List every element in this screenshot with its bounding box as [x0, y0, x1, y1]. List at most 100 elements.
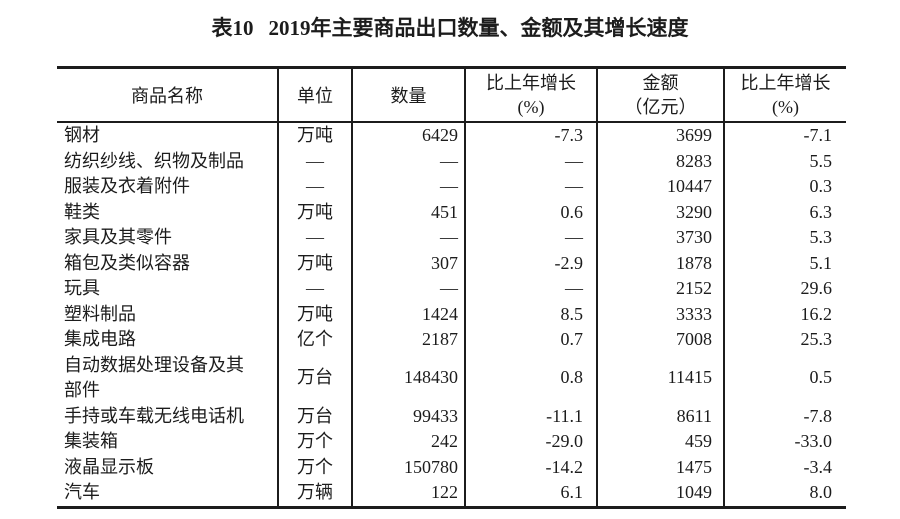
export-commodities-table: 商品名称 单位 数量 比上年增长 (%) 金额 （亿元） 比上年增长 (%) 钢…: [57, 66, 846, 509]
table-row: 汽车 万辆 122 6.1 1049 8.0: [57, 480, 846, 507]
amount-growth-cell: 0.5: [809, 367, 833, 388]
amount-growth-cell: -7.8: [803, 405, 833, 426]
amount-cell: 11415: [597, 352, 725, 404]
unit-cell: 万吨: [278, 199, 353, 225]
header-amount-growth: 比上年增长 (%): [724, 67, 846, 123]
quantity-cell: 242: [352, 429, 466, 455]
unit-cell: —: [278, 174, 353, 200]
amount-growth-cell: -3.4: [803, 456, 833, 477]
amount-cell: 3290: [597, 199, 725, 225]
quantity-growth-cell: -29.0: [465, 429, 598, 455]
amount-growth-cell: 5.5: [809, 150, 833, 171]
quantity-growth-cell: —: [465, 148, 598, 174]
unit-cell: 万吨: [278, 250, 353, 276]
quantity-cell: 122: [352, 480, 466, 507]
quantity-cell: 6429: [352, 122, 466, 149]
quantity-cell: —: [352, 225, 466, 251]
table-row: 集装箱 万个 242 -29.0 459 -33.0: [57, 429, 846, 455]
quantity-growth-cell: 0.7: [465, 327, 598, 353]
header-quantity-growth: 比上年增长 (%): [465, 67, 598, 123]
table-row: 纺织纱线、织物及制品 — — —8283 5.5: [57, 148, 846, 174]
amount-growth-cell: 6.3: [809, 201, 833, 222]
commodity-name-cell: 手持或车载无线电话机: [57, 403, 279, 429]
amount-growth-cell: 5.3: [809, 227, 833, 247]
table-row: 自动数据处理设备及其 部件 万台 148430 0.8 11415 0.5: [57, 352, 846, 404]
commodity-name-cell: 汽车: [57, 480, 279, 507]
amount-cell: 8283: [597, 148, 725, 174]
header-amount-line2: （亿元）: [624, 97, 697, 117]
quantity-cell: 307: [352, 250, 466, 276]
amount-cell: 7008: [597, 327, 725, 353]
quantity-growth-cell: -2.9: [465, 250, 598, 276]
amount-growth-cell: -7.1: [803, 125, 833, 145]
quantity-cell: 2187: [352, 327, 466, 353]
header-amount-growth-line1: 比上年增长: [740, 73, 831, 93]
unit-cell: 亿个: [278, 327, 353, 353]
header-amount-line1: 金额: [642, 73, 679, 93]
header-commodity-name: 商品名称: [57, 67, 279, 123]
quantity-growth-cell: —: [465, 174, 598, 200]
unit-cell: 万吨: [278, 301, 353, 327]
quantity-growth-cell: —: [465, 276, 598, 302]
table-row: 鞋类 万吨 451 0.6 3290 6.3: [57, 199, 846, 225]
quantity-growth-cell: 0.6: [465, 199, 598, 225]
quantity-cell: —: [352, 148, 466, 174]
amount-growth-cell: 5.1: [809, 252, 833, 273]
quantity-growth-cell: 0.8: [465, 352, 598, 404]
table-body: 钢材 万吨 6429 -7.3 3699 -7.1 纺织纱线、织物及制品 — — —8283 5.5…: [57, 122, 846, 507]
table-row: 钢材 万吨 6429 -7.3 3699 -7.1: [57, 122, 846, 149]
amount-growth-cell: 0.3: [809, 176, 833, 196]
header-quantity-growth-line1: 比上年增长: [486, 73, 576, 93]
commodity-name-cell: 钢材: [57, 122, 279, 149]
amount-cell: 10447: [597, 174, 725, 200]
amount-growth-cell: -33.0: [794, 431, 833, 451]
commodity-name-cell: 纺织纱线、织物及制品: [57, 148, 279, 174]
commodity-name-cell: 自动数据处理设备及其 部件: [57, 352, 279, 404]
amount-cell: 3333: [597, 301, 725, 327]
table-row: 箱包及类似容器 万吨 307 -2.9 1878 5.1: [57, 250, 846, 276]
header-amount-growth-line2: (%): [772, 97, 799, 117]
quantity-growth-cell: -14.2: [465, 454, 598, 480]
unit-cell: 万辆: [278, 480, 353, 507]
commodity-name-cell: 液晶显示板: [57, 454, 279, 480]
amount-growth-cell: 8.0: [809, 482, 833, 502]
commodity-name-cell: 服装及衣着附件: [57, 174, 279, 200]
amount-cell: 2152: [597, 276, 725, 302]
amount-cell: 3730: [597, 225, 725, 251]
table-row: 液晶显示板 万个 150780 -14.2 1475 -3.4: [57, 454, 846, 480]
unit-cell: 万台: [278, 352, 353, 404]
header-quantity-growth-line2: (%): [517, 97, 545, 117]
unit-cell: 万个: [278, 429, 353, 455]
table-row: 集成电路 亿个 2187 0.7 7008 25.3: [57, 327, 846, 353]
header-unit: 单位: [278, 67, 353, 123]
header-quantity: 数量: [352, 67, 466, 123]
table-label: 表10: [211, 16, 254, 40]
quantity-growth-cell: 8.5: [465, 301, 598, 327]
commodity-name-cell: 箱包及类似容器: [57, 250, 279, 276]
amount-growth-cell: 29.6: [800, 278, 833, 298]
table-title: 表10 2019年主要商品出口数量、金额及其增长速度: [0, 14, 900, 42]
quantity-cell: 148430: [352, 352, 466, 404]
quantity-growth-cell: -7.3: [465, 122, 598, 149]
amount-cell: 1049: [597, 480, 725, 507]
quantity-cell: 150780: [352, 454, 466, 480]
quantity-growth-cell: -11.1: [465, 403, 598, 429]
quantity-cell: —: [352, 276, 466, 302]
commodity-name-cell: 鞋类: [57, 199, 279, 225]
amount-growth-cell: 16.2: [800, 303, 833, 324]
unit-cell: 万台: [278, 403, 353, 429]
commodity-name-cell: 集装箱: [57, 429, 279, 455]
table-title-text: 2019年主要商品出口数量、金额及其增长速度: [268, 16, 689, 40]
amount-cell: 1878: [597, 250, 725, 276]
amount-cell: 8611: [597, 403, 725, 429]
unit-cell: —: [278, 276, 353, 302]
unit-cell: —: [278, 225, 353, 251]
header-amount: 金额 （亿元）: [597, 67, 725, 123]
unit-cell: 万个: [278, 454, 353, 480]
table-row: 家具及其零件 — — —3730 5.3: [57, 225, 846, 251]
quantity-cell: —: [352, 174, 466, 200]
unit-cell: —: [278, 148, 353, 174]
table-row: 手持或车载无线电话机 万台 99433 -11.1 8611 -7.8: [57, 403, 846, 429]
amount-cell: 1475: [597, 454, 725, 480]
